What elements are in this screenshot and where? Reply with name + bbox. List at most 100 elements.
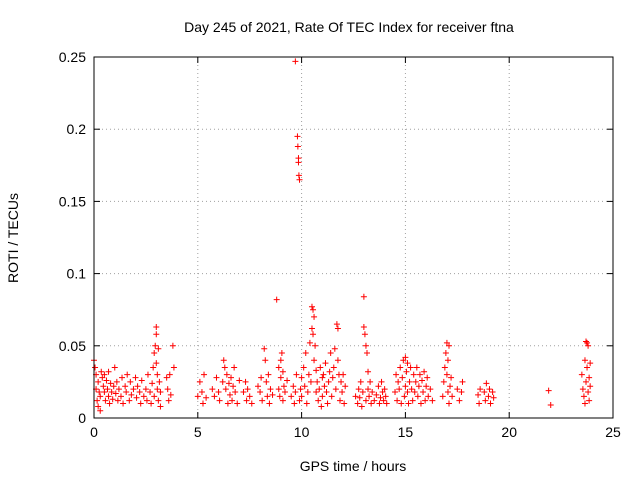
data-point-marker — [375, 383, 382, 390]
data-point-marker — [308, 325, 315, 332]
data-point-marker — [284, 377, 291, 384]
data-point-marker — [487, 400, 494, 407]
data-point-marker — [240, 389, 247, 396]
data-point-marker — [394, 397, 401, 404]
data-point-marker — [209, 386, 216, 393]
data-point-marker — [110, 383, 117, 390]
data-point-marker — [407, 364, 414, 371]
data-point-marker — [138, 377, 145, 384]
y-tick-label: 0.25 — [59, 49, 86, 65]
data-point-marker — [476, 400, 483, 407]
data-point-marker — [248, 400, 255, 407]
data-point-marker — [149, 380, 156, 387]
data-point-marker — [301, 383, 308, 390]
data-point-marker — [314, 378, 321, 385]
data-point-marker — [490, 394, 497, 401]
data-point-marker — [276, 393, 283, 400]
data-point-marker — [164, 386, 171, 393]
data-point-marker — [405, 400, 412, 407]
data-point-marker — [408, 386, 415, 393]
data-point-marker — [298, 374, 305, 381]
data-point-marker — [255, 383, 262, 390]
data-point-marker — [338, 378, 345, 385]
data-point-marker — [439, 393, 446, 400]
data-point-marker — [477, 386, 484, 393]
data-point-marker — [378, 378, 385, 385]
data-point-marker — [483, 380, 490, 387]
data-point-marker — [584, 339, 591, 346]
data-point-marker — [357, 378, 364, 385]
data-point-marker — [215, 389, 222, 396]
plot-frame — [93, 56, 614, 419]
data-point-marker — [587, 360, 594, 367]
data-point-marker — [352, 393, 359, 400]
data-point-marker — [321, 383, 328, 390]
data-points — [91, 58, 594, 414]
data-point-marker — [119, 374, 126, 381]
data-point-marker — [95, 403, 102, 410]
data-point-marker — [103, 377, 110, 384]
y-tick-label: 0.15 — [59, 193, 86, 209]
data-point-marker — [275, 386, 282, 393]
data-point-marker — [281, 389, 288, 396]
data-point-marker — [341, 400, 348, 407]
data-point-marker — [449, 393, 456, 400]
data-point-marker — [232, 389, 239, 396]
data-point-marker — [313, 367, 320, 374]
data-point-marker — [165, 397, 172, 404]
data-point-marker — [459, 378, 466, 385]
data-point-marker — [404, 389, 411, 396]
data-point-marker — [153, 324, 160, 331]
data-point-marker — [296, 397, 303, 404]
data-point-marker — [393, 371, 400, 378]
data-point-marker — [263, 378, 270, 385]
data-point-marker — [327, 350, 334, 357]
data-point-marker — [170, 364, 177, 371]
data-point-marker — [101, 371, 108, 378]
data-point-marker — [124, 371, 131, 378]
data-point-marker — [225, 380, 232, 387]
x-tick-label: 5 — [194, 424, 202, 440]
data-point-marker — [147, 389, 154, 396]
data-point-marker — [262, 357, 269, 364]
data-point-marker — [155, 397, 162, 404]
data-point-marker — [587, 383, 594, 390]
x-tick-label: 25 — [605, 424, 621, 440]
data-point-marker — [261, 345, 268, 352]
data-point-marker — [419, 377, 426, 384]
data-point-marker — [331, 345, 338, 352]
data-point-marker — [280, 383, 287, 390]
data-point-marker — [456, 397, 463, 404]
data-point-marker — [228, 374, 235, 381]
data-point-marker — [201, 371, 208, 378]
data-point-marker — [359, 389, 366, 396]
data-point-marker — [409, 397, 416, 404]
data-point-marker — [581, 400, 588, 407]
data-point-marker — [579, 386, 586, 393]
data-point-marker — [134, 383, 141, 390]
data-point-marker — [420, 389, 427, 396]
data-point-marker — [106, 400, 113, 407]
data-point-marker — [213, 374, 220, 381]
data-point-marker — [454, 386, 461, 393]
data-point-marker — [416, 371, 423, 378]
data-point-marker — [308, 303, 315, 310]
data-point-marker — [312, 342, 319, 349]
y-tick-label: 0.1 — [67, 266, 87, 282]
data-point-marker — [326, 368, 333, 375]
data-point-marker — [425, 393, 432, 400]
data-point-marker — [360, 324, 367, 331]
data-point-marker — [424, 374, 431, 381]
data-point-marker — [367, 378, 374, 385]
data-point-marker — [368, 400, 375, 407]
x-axis-label: GPS time / hours — [300, 458, 407, 474]
data-point-marker — [96, 389, 103, 396]
data-point-marker — [422, 397, 429, 404]
data-point-marker — [333, 321, 340, 328]
data-point-marker — [310, 331, 317, 338]
data-point-marker — [440, 378, 447, 385]
data-point-marker — [366, 393, 373, 400]
data-point-marker — [273, 296, 280, 303]
data-point-marker — [423, 383, 430, 390]
data-point-marker — [373, 391, 380, 398]
